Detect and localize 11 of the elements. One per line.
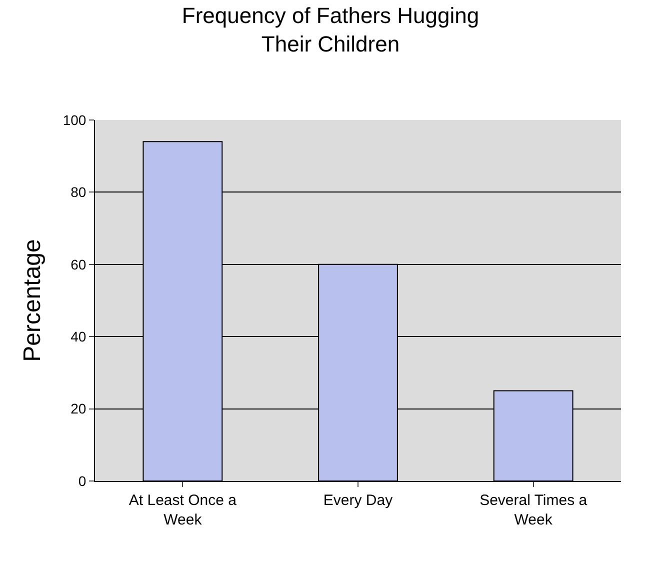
- chart-title: Frequency of Fathers Hugging Their Children: [182, 2, 480, 56]
- x-tick-label: Every Day: [323, 492, 394, 509]
- x-tick-label: At Least Once a Week: [128, 492, 238, 528]
- y-tick-label: 40: [70, 328, 86, 344]
- y-tick-label: 20: [70, 400, 86, 417]
- y-tick-label: 0: [78, 472, 86, 489]
- y-tick-label: 80: [70, 184, 86, 200]
- y-tick-label: 60: [70, 256, 86, 272]
- y-tick-label: 100: [62, 112, 86, 128]
- y-axis-title: Percentage: [18, 239, 46, 362]
- x-tick-label: Several Times a Week: [480, 492, 588, 528]
